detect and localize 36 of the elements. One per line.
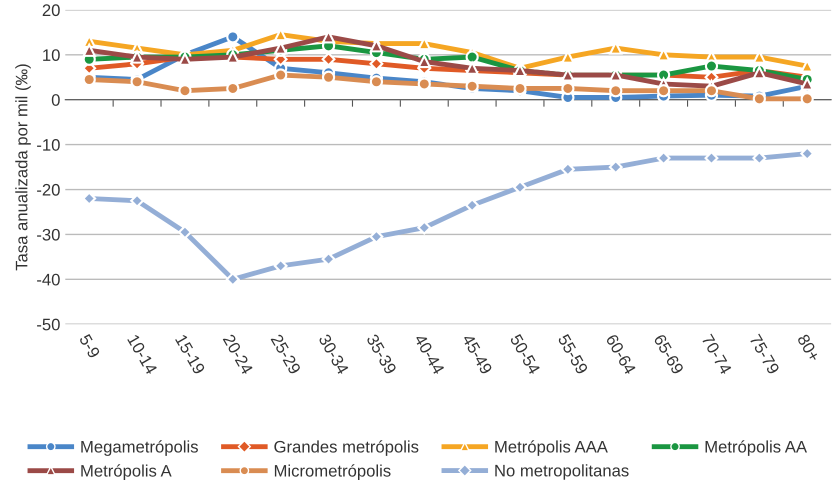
y-tick-label: 20: [42, 4, 60, 16]
y-axis-title: Tasa anualizada por mil (‰): [15, 64, 31, 270]
point: [130, 75, 144, 88]
legend-label: Metrópolis AA: [706, 440, 807, 456]
legend-label: Grandes metrópolis: [274, 440, 418, 456]
y-tick-label: 0: [52, 94, 60, 106]
point: [418, 54, 431, 68]
y-tick-label: -40: [37, 274, 60, 286]
point: [657, 84, 670, 98]
y-tick-label: -50: [37, 318, 60, 330]
point: [178, 84, 192, 98]
point: [178, 52, 192, 66]
y-tick-label: -30: [37, 228, 60, 241]
legend-label: No metropolitanas: [495, 464, 629, 480]
point: [752, 92, 766, 106]
point: [226, 30, 240, 44]
y-tick-label: -20: [37, 184, 60, 196]
point: [466, 80, 479, 93]
legend-label: Megametrópolis: [81, 440, 198, 456]
legend-label: Micrometrópolis: [274, 464, 391, 480]
point: [704, 84, 718, 98]
x-tick-label: 5-9: [78, 333, 100, 359]
point: [370, 75, 384, 88]
point: [752, 66, 766, 80]
point: [609, 84, 622, 98]
point: [800, 92, 814, 106]
point: [466, 62, 479, 75]
point: [322, 70, 336, 84]
x-tick-label: 80+: [796, 333, 821, 362]
y-tick-label: -10: [37, 139, 60, 151]
y-tick-label: 10: [43, 49, 60, 62]
point: [800, 77, 814, 91]
legend-label: Metrópolis A: [81, 464, 172, 480]
point: [82, 44, 96, 57]
legend-label: Metrópolis AAA: [495, 440, 608, 456]
point: [370, 39, 384, 52]
